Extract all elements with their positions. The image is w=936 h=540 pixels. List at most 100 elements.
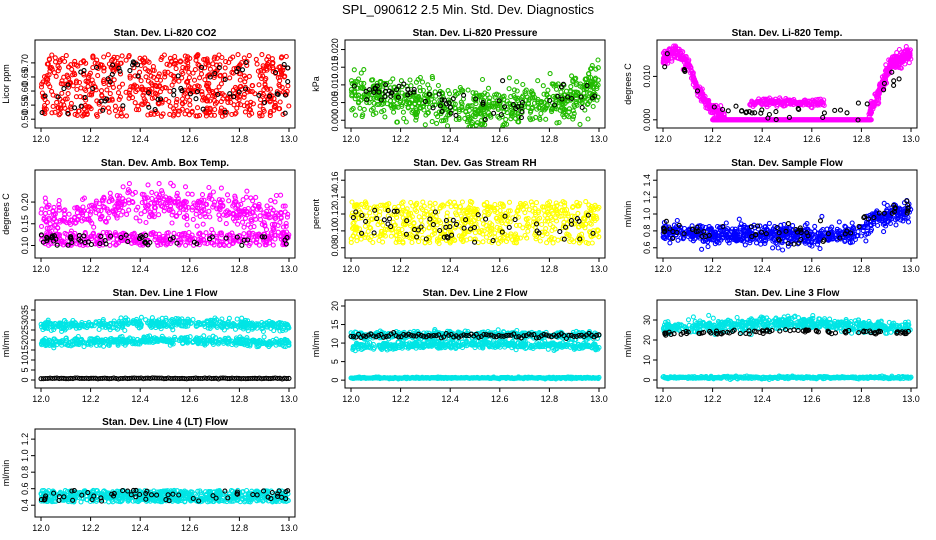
data-point (570, 116, 576, 122)
data-point (68, 100, 74, 106)
data-point (72, 111, 78, 117)
data-point (796, 106, 802, 113)
data-point (113, 242, 119, 248)
series-2-black (350, 207, 596, 245)
x-tick-label: 12.0 (342, 134, 360, 144)
data-point (581, 216, 587, 222)
data-point (120, 196, 126, 202)
data-point (513, 240, 520, 246)
data-point (282, 203, 288, 209)
data-point (159, 204, 166, 210)
data-point (252, 203, 258, 209)
data-point (278, 234, 284, 240)
data-point (174, 96, 180, 102)
data-point (842, 238, 848, 244)
data-point (689, 226, 695, 232)
data-point (892, 205, 898, 211)
data-point (75, 63, 81, 69)
data-point (464, 119, 470, 125)
data-point (549, 109, 555, 115)
data-point (785, 221, 791, 227)
data-point (440, 202, 446, 208)
data-point (58, 81, 64, 87)
data-point (508, 231, 514, 237)
data-point (584, 83, 590, 89)
data-point (113, 206, 119, 212)
data-point (217, 216, 223, 222)
data-point (180, 231, 186, 237)
data-point (766, 220, 772, 226)
data-point (145, 206, 151, 212)
data-point (187, 102, 193, 108)
data-point (364, 99, 370, 106)
data-point (223, 59, 229, 65)
data-point (409, 104, 415, 110)
data-point (82, 95, 88, 101)
data-point (148, 73, 154, 79)
data-point (205, 93, 212, 99)
data-point (283, 223, 289, 229)
data-point (99, 62, 105, 68)
data-point (432, 209, 438, 215)
data-point (164, 61, 170, 67)
data-point (206, 81, 212, 87)
data-point (507, 208, 513, 214)
data-point (264, 239, 270, 245)
data-point (39, 110, 45, 116)
data-point (366, 100, 372, 106)
data-point (358, 70, 364, 76)
data-point (61, 215, 67, 221)
data-point (533, 236, 539, 242)
data-point (396, 236, 402, 243)
data-point (388, 93, 394, 99)
data-point (94, 64, 100, 71)
data-point (171, 87, 177, 93)
data-point (512, 115, 518, 121)
data-point (429, 232, 435, 238)
data-point (551, 83, 557, 89)
data-point (437, 227, 443, 234)
data-point (194, 89, 201, 95)
data-point (74, 204, 80, 210)
data-point (270, 242, 276, 248)
data-point (350, 220, 356, 227)
data-point (198, 237, 204, 243)
data-point (709, 233, 715, 239)
data-point (417, 84, 423, 91)
data-point (825, 231, 831, 237)
data-point (85, 239, 91, 245)
data-point (448, 204, 454, 210)
data-point (72, 205, 78, 211)
data-point (127, 87, 133, 93)
data-point (692, 78, 698, 85)
panel-title: Stan. Dev. Li-820 Temp. (732, 28, 843, 39)
data-point (842, 223, 848, 229)
data-point (154, 191, 160, 197)
data-point (239, 219, 246, 225)
data-point (260, 236, 266, 243)
data-point (893, 222, 899, 228)
data-point (65, 110, 71, 116)
data-point (514, 234, 520, 240)
data-point (71, 70, 77, 76)
data-point (500, 213, 506, 219)
data-point (100, 79, 106, 85)
series-2-black (351, 78, 598, 123)
data-point (662, 56, 668, 62)
data-point (844, 110, 850, 116)
data-point (145, 101, 151, 107)
data-point (357, 85, 364, 91)
data-point (571, 89, 577, 95)
data-point (108, 233, 114, 239)
data-point (373, 210, 379, 216)
data-point (263, 66, 269, 72)
data-point (219, 239, 225, 245)
data-point (595, 65, 601, 71)
data-point (418, 224, 424, 230)
data-point (506, 86, 512, 92)
data-point (411, 89, 417, 95)
data-point (412, 207, 418, 213)
data-point (741, 228, 747, 234)
data-point (66, 75, 72, 81)
